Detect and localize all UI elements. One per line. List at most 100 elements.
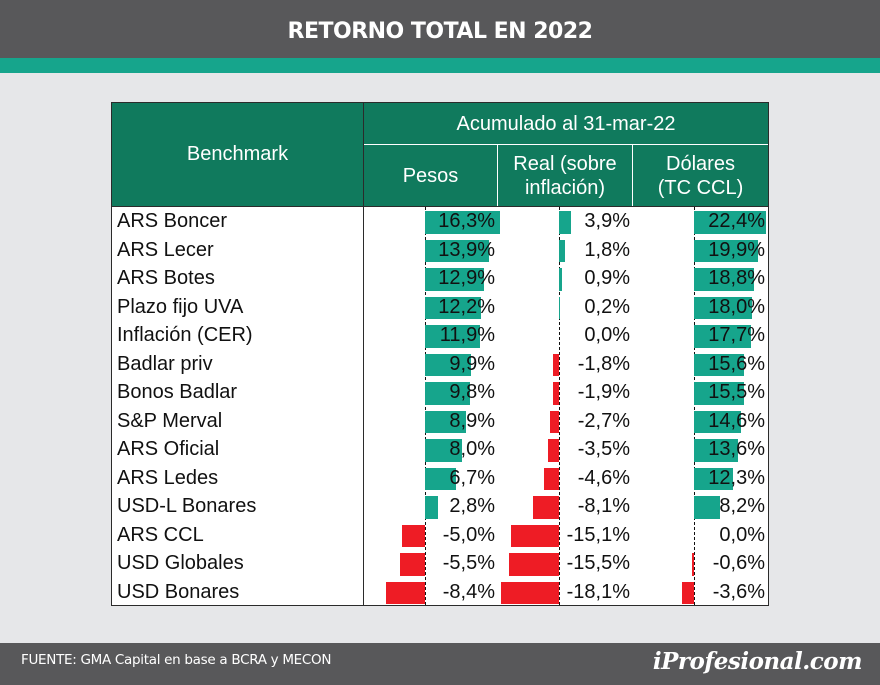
pesos-zero-line xyxy=(425,207,426,605)
header-dolares: Dólares (TC CCL) xyxy=(633,145,768,206)
real-bar xyxy=(510,524,559,547)
real-value: -3,5% xyxy=(577,438,630,460)
pesos-value: -8,4% xyxy=(442,580,495,603)
pesos-bar xyxy=(425,296,482,319)
real-bar xyxy=(550,410,559,433)
header-divider-benchmark xyxy=(363,103,364,206)
dolares-value: 14,6% xyxy=(708,409,765,432)
real-value: -4,6% xyxy=(577,466,630,489)
real-bar xyxy=(533,496,559,519)
pesos-value: 9,8% xyxy=(449,381,495,403)
dolares-value: 17,7% xyxy=(708,324,765,346)
dolares-bar xyxy=(694,296,752,319)
pesos-value: 8,0% xyxy=(449,438,495,460)
dolares-bar xyxy=(694,239,758,262)
dolares-bar xyxy=(692,553,694,576)
header-dolares-line1: Dólares xyxy=(666,152,735,175)
dolares-bar xyxy=(694,353,744,376)
pesos-bar xyxy=(386,581,425,604)
dolares-bar xyxy=(694,439,738,462)
pesos-value: 2,8% xyxy=(449,495,495,517)
real-bar xyxy=(559,239,565,262)
header-group-label: Acumulado al 31-mar-22 xyxy=(456,112,676,135)
real-bar xyxy=(501,581,559,604)
pesos-bar xyxy=(402,524,425,547)
pesos-bar xyxy=(425,211,500,234)
header-benchmark: Benchmark xyxy=(112,103,363,206)
real-value: -8,1% xyxy=(577,495,630,517)
row-label: Badlar priv xyxy=(117,352,213,375)
real-value: -15,1% xyxy=(566,523,630,546)
pesos-value: 8,9% xyxy=(449,409,495,432)
dolares-value: -3,6% xyxy=(712,580,765,603)
real-value: -2,7% xyxy=(577,409,630,432)
real-value: -1,9% xyxy=(577,381,630,403)
pesos-bar xyxy=(425,268,485,291)
header-divider-pesos xyxy=(497,145,498,206)
dolares-value: 8,2% xyxy=(719,495,765,517)
row-label: Inflación (CER) xyxy=(117,324,253,346)
real-value: 0,9% xyxy=(584,267,630,289)
real-bar xyxy=(559,296,560,319)
real-value: 1,8% xyxy=(584,238,630,261)
row-label: S&P Merval xyxy=(117,409,223,432)
dolares-bar xyxy=(694,211,766,234)
real-zero-line xyxy=(559,207,560,605)
pesos-value: 12,9% xyxy=(438,267,495,289)
pesos-bar xyxy=(425,496,438,519)
dolares-value: 18,8% xyxy=(708,267,765,289)
pesos-value: -5,5% xyxy=(442,552,495,574)
pesos-value: 12,2% xyxy=(438,295,495,318)
row-label: Bonos Badlar xyxy=(117,381,238,403)
header-pesos: Pesos xyxy=(364,145,497,206)
real-bar xyxy=(559,268,562,291)
pesos-bar xyxy=(425,410,466,433)
footer-bar xyxy=(0,643,880,685)
accent-stripe xyxy=(0,58,880,73)
dolares-value: -0,6% xyxy=(712,552,765,574)
header-divider-group xyxy=(364,144,768,145)
header-real: Real (sobre inflación) xyxy=(498,145,632,206)
pesos-value: 9,9% xyxy=(449,352,495,375)
real-value: 0,2% xyxy=(584,295,630,318)
pesos-bar xyxy=(425,439,462,462)
row-label: Plazo fijo UVA xyxy=(117,295,244,318)
row-label: ARS Boncer xyxy=(117,210,228,232)
title-bar xyxy=(0,0,880,58)
header-bottom-border xyxy=(112,206,768,207)
row-label: USD-L Bonares xyxy=(117,495,257,517)
header-real-line1: Real (sobre xyxy=(513,152,617,175)
real-value: -18,1% xyxy=(566,580,630,603)
header-dolares-line2: (TC CCL) xyxy=(657,176,744,199)
row-label: ARS Lecer xyxy=(117,238,214,261)
pesos-bar xyxy=(399,553,425,576)
real-bar xyxy=(559,211,572,234)
dolares-bar xyxy=(694,496,721,519)
dolares-value: 12,3% xyxy=(708,466,765,489)
header-real-line2: inflación) xyxy=(524,176,606,199)
row-label: ARS Botes xyxy=(117,267,215,289)
pesos-value: 13,9% xyxy=(438,238,495,261)
real-bar xyxy=(544,467,559,490)
dolares-value: 0,0% xyxy=(719,523,765,546)
row-label: USD Globales xyxy=(117,552,244,574)
dolares-bar xyxy=(682,581,694,604)
pesos-bar xyxy=(425,467,456,490)
returns-table: Benchmark Acumulado al 31-mar-22 Pesos R… xyxy=(111,102,769,606)
pesos-bar xyxy=(425,239,489,262)
real-bar xyxy=(547,439,559,462)
pesos-bar xyxy=(425,325,480,348)
real-value: 0,0% xyxy=(584,324,630,346)
dolares-value: 13,6% xyxy=(708,438,765,460)
header-group: Acumulado al 31-mar-22 xyxy=(364,103,768,144)
pesos-bar xyxy=(425,353,471,376)
real-bar xyxy=(509,553,559,576)
footer-source: FUENTE: GMA Capital en base a BCRA y MEC… xyxy=(21,652,332,668)
dolares-value: 15,5% xyxy=(708,381,765,403)
dolares-value: 15,6% xyxy=(708,352,765,375)
dolares-value: 18,0% xyxy=(708,295,765,318)
pesos-value: 6,7% xyxy=(449,466,495,489)
real-value: -15,5% xyxy=(566,552,630,574)
body-divider xyxy=(363,207,364,605)
real-bar xyxy=(552,382,559,405)
